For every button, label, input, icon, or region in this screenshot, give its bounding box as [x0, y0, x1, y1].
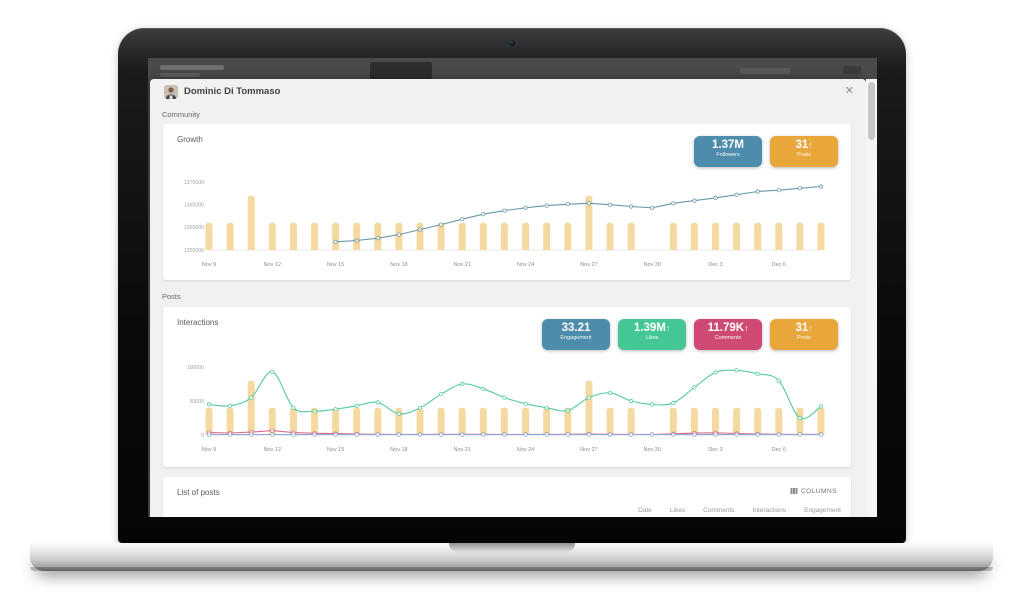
svg-text:Nov 27: Nov 27: [580, 447, 597, 453]
columns-button[interactable]: COLUMNS: [790, 487, 837, 495]
card-title-list-of-posts: List of posts: [177, 488, 220, 497]
posts-badge-2: 31↑ Posts: [770, 319, 838, 350]
column-header[interactable]: Likes: [669, 507, 686, 514]
comments-badge: 11.79K↑ Comments: [694, 319, 762, 350]
dimmed-app-subtitle: [160, 73, 200, 77]
svg-text:Nov 12: Nov 12: [264, 262, 281, 268]
posts-badge: 31↑ Posts: [770, 136, 838, 167]
followers-count: 1.37M: [712, 139, 744, 151]
column-header[interactable]: Comments: [703, 507, 735, 514]
svg-text:Nov 18: Nov 18: [390, 262, 407, 268]
dimmed-app-logo: [160, 65, 224, 70]
posts-count: 31↑: [795, 139, 813, 151]
svg-text:Nov 30: Nov 30: [643, 447, 660, 453]
svg-text:Dec 3: Dec 3: [708, 262, 722, 268]
growth-card: Growth 1.37M Followers 31↑ Posts 1370000…: [163, 124, 851, 280]
interactions-chart[interactable]: 100000 50000 0 Nov 9 Nov 12 Nov 15 Nov 18 Nov 2…: [171, 359, 843, 459]
up-arrow-icon: ↑: [744, 323, 749, 333]
up-arrow-icon: ↑: [665, 323, 671, 333]
table-header-row: Date Likes Comments Interactions Engagement: [163, 507, 851, 514]
interactions-card: Interactions 33.21 Engagement 1.39M↑ Lik…: [163, 307, 851, 467]
laptop-display: Dominic Di Tommaso ✕ Community Growth 1.…: [148, 58, 877, 517]
modal-header: Dominic Di Tommaso ✕: [150, 79, 866, 105]
section-label-community: Community: [162, 110, 200, 119]
laptop-lid-notch: [449, 543, 575, 553]
profile-modal: Dominic Di Tommaso ✕ Community Growth 1.…: [150, 79, 866, 517]
engagement-badge: 33.21 Engagement: [542, 319, 610, 350]
column-header[interactable]: Date: [638, 507, 652, 514]
svg-text:Nov 9: Nov 9: [202, 262, 216, 268]
columns-icon: [790, 488, 798, 494]
webcam-icon: [509, 40, 515, 46]
followers-badge: 1.37M Followers: [694, 136, 762, 167]
svg-text:Dec 6: Dec 6: [772, 262, 786, 268]
growth-badges: 1.37M Followers 31↑ Posts: [694, 136, 838, 167]
interactions-badges: 33.21 Engagement 1.39M↑ Likes 11.79K↑ Co…: [542, 319, 838, 350]
laptop-screen: Dominic Di Tommaso ✕ Community Growth 1.…: [118, 28, 906, 543]
page-title-user-name: Dominic Di Tommaso: [184, 86, 281, 97]
svg-text:Nov 12: Nov 12: [264, 447, 281, 453]
svg-text:Nov 24: Nov 24: [517, 262, 534, 268]
svg-text:Nov 27: Nov 27: [580, 262, 597, 268]
dimmed-app-button: [370, 62, 432, 79]
svg-text:Nov 24: Nov 24: [517, 447, 534, 453]
dimmed-app-toolbar-item: [740, 68, 790, 74]
modal-scrollbar-track: [866, 79, 877, 517]
card-title-interactions: Interactions: [177, 318, 219, 327]
svg-text:Dec 6: Dec 6: [772, 447, 786, 453]
section-label-posts: Posts: [162, 292, 181, 301]
svg-text:1360000: 1360000: [184, 225, 204, 231]
svg-text:1355000: 1355000: [184, 248, 204, 254]
svg-text:0: 0: [201, 433, 204, 439]
up-arrow-icon: ↑: [808, 323, 813, 333]
svg-text:1365000: 1365000: [184, 203, 204, 209]
svg-text:Nov 15: Nov 15: [327, 262, 344, 268]
svg-text:Nov 30: Nov 30: [643, 262, 660, 268]
dimmed-app-menu-icon: [843, 66, 861, 74]
list-of-posts-card: List of posts COLUMNS Date Likes Comments I…: [163, 477, 851, 517]
svg-text:Nov 21: Nov 21: [453, 447, 470, 453]
svg-text:Nov 9: Nov 9: [202, 447, 216, 453]
laptop-base-edge: [30, 567, 993, 571]
card-title-growth: Growth: [177, 135, 203, 144]
svg-text:Dec 3: Dec 3: [708, 447, 722, 453]
svg-text:Nov 15: Nov 15: [327, 447, 344, 453]
up-arrow-icon: ↑: [808, 140, 813, 150]
column-header[interactable]: Engagement: [804, 507, 841, 514]
column-header[interactable]: Interactions: [752, 507, 787, 514]
svg-text:50000: 50000: [190, 399, 205, 405]
avatar: [164, 85, 178, 99]
svg-text:Nov 21: Nov 21: [453, 262, 470, 268]
modal-scrollbar-thumb[interactable]: [868, 82, 875, 140]
growth-chart[interactable]: 1370000 1365000 1360000 1355000 Nov 9 Nov 12 N…: [171, 174, 843, 274]
close-icon[interactable]: ✕: [844, 85, 854, 97]
likes-badge: 1.39M↑ Likes: [618, 319, 686, 350]
svg-text:1370000: 1370000: [184, 180, 204, 186]
svg-text:Nov 18: Nov 18: [390, 447, 407, 453]
svg-text:100000: 100000: [187, 365, 204, 371]
